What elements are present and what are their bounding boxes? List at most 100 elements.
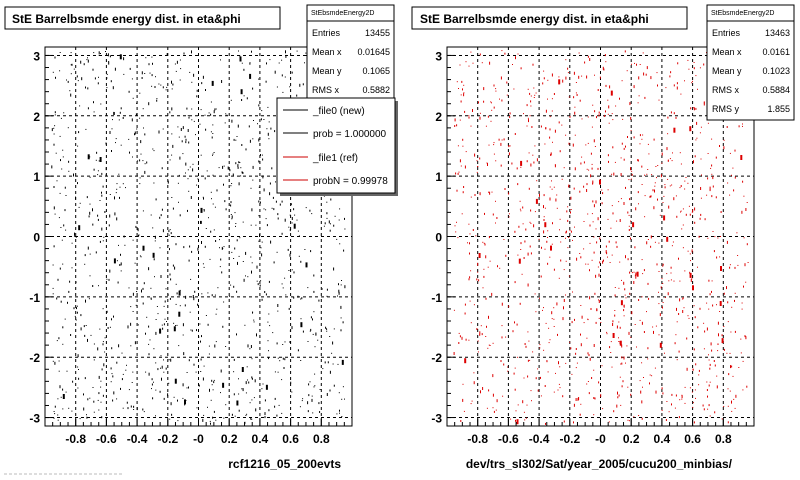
right-point: [719, 256, 721, 258]
left-point: [136, 192, 138, 194]
left-point: [188, 116, 190, 119]
left-point: [170, 402, 172, 406]
right-point: [727, 301, 729, 304]
right-point: [546, 360, 548, 363]
right-point: [717, 321, 719, 325]
right-point: [524, 240, 526, 243]
left-point: [220, 392, 221, 394]
right-point: [574, 167, 576, 171]
right-point: [731, 365, 733, 368]
left-point: [153, 348, 155, 350]
left-point: [291, 71, 293, 74]
left-point: [118, 119, 120, 121]
right-point: [544, 143, 546, 145]
left-point: [336, 238, 338, 240]
right-point: [590, 152, 592, 155]
left-point: [262, 175, 264, 179]
left-point: [221, 271, 223, 274]
right-point: [690, 107, 692, 110]
left-point: [133, 409, 135, 410]
right-point: [589, 242, 591, 244]
left-point: [193, 73, 195, 77]
left-point: [223, 183, 224, 186]
left-point: [189, 245, 191, 248]
right-point: [517, 404, 519, 406]
right-point: [477, 340, 479, 342]
right-point: [464, 303, 466, 306]
left-point: [159, 247, 161, 249]
right-point: [586, 183, 588, 186]
right-point: [508, 145, 510, 148]
right-point: [599, 76, 601, 79]
right-point: [641, 362, 643, 364]
right-point: [460, 420, 462, 422]
right-point: [615, 241, 617, 244]
left-point: [210, 101, 212, 103]
right-point: [468, 115, 470, 117]
right-point: [679, 298, 681, 302]
left-point: [155, 319, 157, 320]
right-point: [745, 281, 747, 283]
right-point: [703, 63, 705, 66]
left-point: [231, 413, 233, 416]
left-point: [77, 80, 79, 82]
right-point: [639, 380, 641, 382]
left-point: [136, 291, 138, 292]
right-point: [608, 122, 610, 124]
left-point: [120, 107, 122, 110]
legend-label-1: prob = 1.000000: [313, 129, 387, 140]
right-point: [679, 187, 681, 189]
right-point: [600, 322, 602, 323]
left-point: [75, 196, 76, 200]
right-point: [734, 407, 736, 409]
left-point: [302, 398, 304, 400]
left-point: [239, 55, 241, 57]
right-point: [673, 112, 675, 115]
right-point: [630, 116, 632, 120]
left-point: [338, 291, 340, 295]
left-point: [145, 57, 147, 59]
right-point: [576, 362, 578, 364]
left-point: [185, 138, 187, 141]
right-point: [551, 311, 553, 315]
right-point: [583, 248, 585, 250]
right-point: [565, 134, 567, 136]
right-point: [559, 387, 561, 389]
right-point: [711, 195, 713, 198]
right-point: [536, 158, 538, 162]
right-point: [465, 151, 467, 153]
left-point: [149, 72, 151, 74]
left-point: [174, 63, 176, 65]
left-point: [98, 392, 100, 395]
right-point: [543, 194, 545, 197]
right-point: [700, 197, 702, 199]
right-point: [638, 415, 640, 416]
left-point: [215, 341, 217, 343]
left-point: [192, 163, 194, 165]
left-point: [237, 124, 239, 128]
left-point: [166, 321, 167, 322]
right-point: [619, 376, 621, 378]
right-point: [671, 245, 673, 247]
right-point: [549, 186, 551, 188]
right-hotspot: [535, 198, 538, 204]
left-point: [241, 171, 243, 174]
left-point: [70, 52, 72, 54]
left-point: [247, 276, 249, 278]
left-point: [148, 63, 150, 66]
left-point: [213, 381, 215, 384]
right-point: [619, 261, 621, 263]
left-point: [139, 177, 141, 179]
left-point: [151, 388, 152, 390]
left-point: [105, 167, 107, 171]
right-point: [569, 341, 571, 343]
right-point: [703, 101, 705, 104]
legend-entry-1: prob = 1.000000: [283, 129, 387, 140]
right-point: [641, 259, 643, 261]
right-point: [703, 322, 705, 324]
right-hotspot: [689, 126, 692, 132]
right-point: [607, 154, 609, 157]
right-point: [470, 270, 472, 272]
right-point: [553, 318, 555, 320]
right-point: [671, 393, 673, 396]
